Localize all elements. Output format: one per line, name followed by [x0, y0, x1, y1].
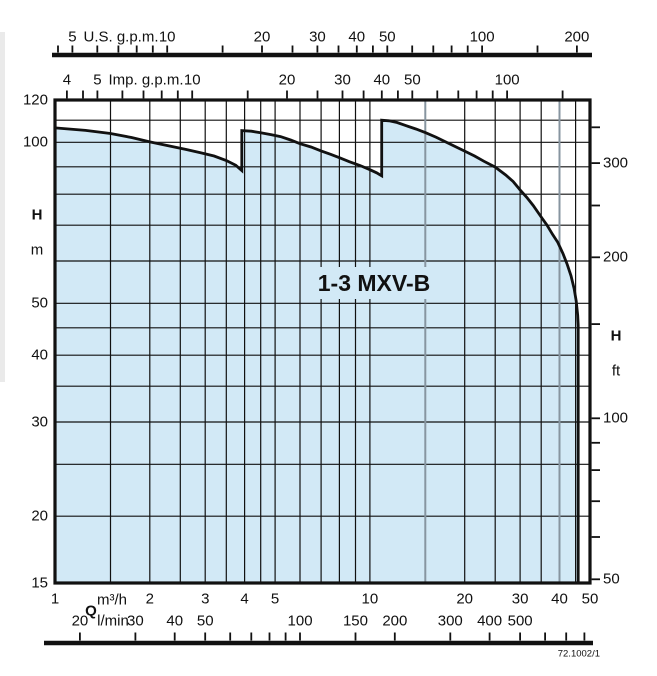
plot-border [53, 98, 592, 585]
scan-artifact [0, 32, 5, 382]
envelope-curve [54, 118, 580, 583]
envelope-area [55, 120, 579, 583]
